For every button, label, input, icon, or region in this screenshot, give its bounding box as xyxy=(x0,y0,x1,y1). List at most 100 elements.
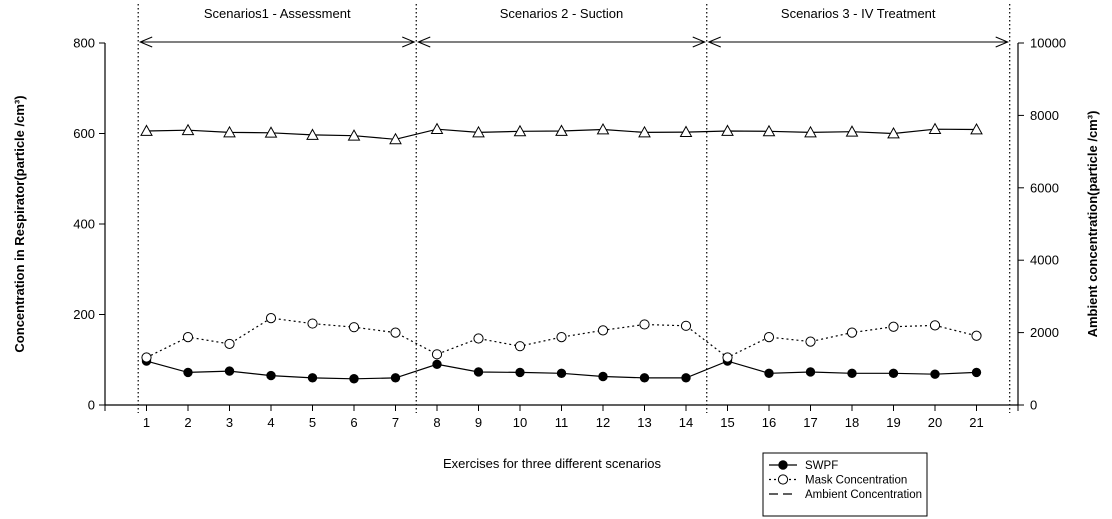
data-point xyxy=(971,330,982,341)
data-point xyxy=(307,318,318,329)
data-point xyxy=(762,124,776,137)
legend: SWPF Mask Concentration Ambient Concentrat… xyxy=(762,452,928,517)
data-point xyxy=(181,123,195,136)
data-point xyxy=(763,332,775,343)
x-tick-label: 17 xyxy=(803,415,817,430)
series-mask-concentration xyxy=(141,313,982,363)
data-point xyxy=(555,124,568,136)
left-y-tick-label: 800 xyxy=(73,36,95,51)
data-point xyxy=(140,124,153,136)
scenario-arrowhead-left xyxy=(707,36,721,48)
data-point xyxy=(390,373,401,383)
x-tick-label: 10 xyxy=(513,415,527,430)
data-point xyxy=(764,368,774,379)
data-point xyxy=(722,352,733,363)
left-y-tick-label: 400 xyxy=(73,217,95,232)
right-y-tick-label: 8000 xyxy=(1030,108,1059,123)
data-point xyxy=(846,327,858,338)
left-y-tick-label: 200 xyxy=(73,307,95,322)
x-tick-label: 21 xyxy=(969,415,983,430)
x-tick-label: 12 xyxy=(596,415,610,430)
data-point xyxy=(845,125,859,137)
data-point xyxy=(888,368,899,379)
legend-marker xyxy=(778,460,788,470)
x-tick-label: 8 xyxy=(433,415,440,430)
series-line xyxy=(146,317,977,359)
data-point xyxy=(680,320,692,331)
data-point xyxy=(929,320,941,331)
scenario-arrowhead-right xyxy=(692,36,707,48)
x-tick-label: 2 xyxy=(184,415,191,430)
right-y-axis-title: Ambient concentration(particle /cm³) xyxy=(1085,111,1100,338)
left-y-tick-label: 0 xyxy=(88,398,95,413)
data-point xyxy=(556,368,567,379)
data-point xyxy=(514,341,526,352)
data-point xyxy=(183,367,193,378)
data-point xyxy=(638,125,651,138)
x-tick-label: 5 xyxy=(309,415,316,430)
x-axis-title: Exercises for three different scenarios xyxy=(443,456,661,471)
x-tick-label: 6 xyxy=(350,415,357,430)
data-point xyxy=(473,367,484,377)
data-point xyxy=(596,122,610,135)
data-point xyxy=(306,128,319,140)
data-point xyxy=(888,321,899,332)
data-point xyxy=(430,122,444,135)
x-tick-label: 7 xyxy=(392,415,399,430)
scenario-label: Scenarios 3 - IV Treatment xyxy=(781,6,936,21)
right-y-tick-label: 4000 xyxy=(1030,253,1059,268)
scenario-dividers xyxy=(137,4,1011,413)
data-point xyxy=(597,325,609,336)
data-point xyxy=(432,359,442,369)
scenario-arrowhead-left xyxy=(138,36,153,48)
x-tick-label: 1 xyxy=(143,415,150,430)
data-point xyxy=(389,132,402,145)
x-tick-label: 19 xyxy=(886,415,900,430)
left-y-axis-title: Concentration in Respirator(particle /cm… xyxy=(12,95,27,352)
legend-label: SWPF xyxy=(805,460,838,472)
data-point xyxy=(805,367,816,377)
data-point xyxy=(347,129,361,141)
data-point xyxy=(431,349,443,360)
scenario-headers: Scenarios1 - Assessment Scenarios 2 - Suc… xyxy=(138,6,1009,48)
data-point xyxy=(681,373,691,383)
legend-label: Mask Concentration xyxy=(805,475,907,487)
data-point xyxy=(970,122,983,135)
right-y-tick-label: 0 xyxy=(1030,398,1037,413)
data-point xyxy=(266,370,276,381)
data-point xyxy=(349,374,359,384)
data-point xyxy=(598,371,608,382)
left-y-tick-label: 600 xyxy=(73,126,95,141)
data-point xyxy=(307,373,318,383)
x-tick-label: 3 xyxy=(226,415,233,430)
data-point xyxy=(804,125,817,138)
scenario-arrowhead-left xyxy=(416,36,431,48)
x-tick-label: 13 xyxy=(637,415,651,430)
data-point xyxy=(887,126,900,139)
data-point xyxy=(472,125,485,138)
scenario-arrowhead-right xyxy=(995,36,1009,48)
right-y-tick-label: 2000 xyxy=(1030,325,1059,340)
data-point xyxy=(182,332,194,343)
data-point xyxy=(805,336,816,347)
x-tick-label: 14 xyxy=(679,415,693,430)
scenario-arrowhead-right xyxy=(402,36,416,48)
data-point xyxy=(390,327,401,338)
scenario-label: Scenarios1 - Assessment xyxy=(204,6,351,21)
data-point xyxy=(847,368,857,379)
data-point xyxy=(348,322,360,333)
data-point xyxy=(141,352,152,363)
data-point xyxy=(556,332,567,343)
x-tick-label: 15 xyxy=(720,415,734,430)
data-point xyxy=(513,124,527,137)
data-point xyxy=(265,313,277,324)
data-point xyxy=(679,125,693,137)
legend-marker xyxy=(777,474,789,485)
x-tick-label: 16 xyxy=(762,415,776,430)
series-ambient-concentration xyxy=(140,122,983,145)
data-point xyxy=(223,125,236,138)
data-point xyxy=(224,366,235,376)
